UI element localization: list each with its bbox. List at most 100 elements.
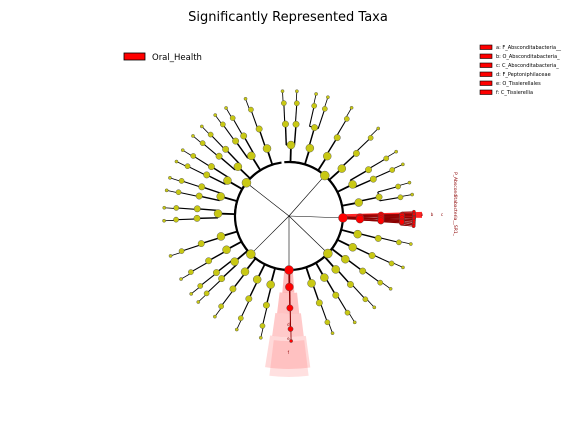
clade-legend-swatch: [479, 44, 493, 50]
clade-letter: d: [287, 322, 290, 327]
taxon-node: [287, 326, 294, 332]
taxon-node: [197, 283, 204, 289]
taxon-node: [394, 149, 398, 154]
taxon-node: [196, 300, 201, 304]
taxon-node: [237, 315, 244, 322]
taxon-node: [322, 106, 328, 112]
taxon-node: [241, 178, 252, 188]
taxon-node: [337, 164, 347, 173]
taxon-node: [324, 319, 331, 326]
taxon-node: [213, 113, 218, 117]
branch: [372, 169, 393, 180]
taxon-node: [344, 309, 351, 316]
taxon-node: [399, 218, 405, 225]
main-legend: Oral_Health: [123, 52, 202, 63]
branch: [215, 259, 234, 274]
branch: [261, 305, 268, 326]
clade-letter: f: [288, 350, 290, 355]
taxon-node: [216, 232, 226, 241]
taxon-node: [213, 314, 217, 319]
taxon-node: [372, 305, 377, 310]
taxon-node: [215, 152, 223, 160]
taxon-node: [164, 188, 169, 193]
taxon-node: [218, 303, 224, 310]
clade-legend-label: b: O_Absconditabacteria_: [496, 54, 560, 60]
taxon-node: [348, 180, 357, 189]
branch: [211, 165, 230, 179]
clade-legend: a: F_Absconditabacteria__ b: O_Abscondita…: [479, 44, 562, 96]
taxon-node: [213, 269, 220, 276]
taxon-node: [377, 217, 385, 225]
branch: [372, 254, 392, 264]
branch: [197, 217, 219, 220]
taxon-node: [218, 275, 225, 283]
taxon-node: [191, 134, 195, 138]
taxon-node: [175, 189, 182, 196]
taxon-node: [162, 205, 167, 210]
clade-legend-swatch: [479, 62, 493, 68]
branch: [218, 155, 236, 171]
clade-legend-label: f: C_Tissierellia: [496, 90, 533, 96]
taxon-node: [286, 140, 296, 150]
taxon-node: [320, 170, 330, 181]
taxon-node: [354, 198, 363, 207]
tree-nodes: [162, 89, 416, 343]
taxon-node: [365, 166, 372, 174]
taxon-node: [323, 248, 333, 259]
branch: [319, 302, 328, 323]
taxon-node: [184, 163, 191, 169]
taxon-node: [376, 126, 381, 131]
taxon-node: [411, 224, 416, 228]
taxon-node: [205, 257, 213, 265]
taxon-node: [282, 120, 289, 128]
branch: [246, 182, 290, 217]
clade-letter: c: [441, 212, 443, 217]
taxon-node: [407, 180, 412, 185]
branch: [243, 135, 255, 155]
branch: [284, 124, 287, 146]
branch: [201, 186, 222, 195]
taxon-node: [409, 242, 413, 246]
branch: [293, 124, 297, 146]
taxon-node: [353, 229, 362, 239]
taxon-node: [199, 140, 206, 146]
taxon-node: [173, 205, 180, 211]
highlight-band: [265, 335, 311, 369]
clade-legend-label: e: O_Tissierellales: [496, 81, 541, 87]
taxon-node: [263, 301, 270, 309]
taxon-node: [401, 162, 405, 167]
taxon-node: [369, 175, 377, 183]
branch: [220, 289, 235, 307]
branch: [380, 220, 402, 223]
taxon-node: [222, 145, 230, 153]
taxon-node: [188, 269, 194, 275]
taxon-node: [374, 235, 382, 242]
taxon-node: [295, 89, 299, 94]
taxon-node: [410, 192, 414, 197]
taxon-node: [311, 103, 317, 109]
branch: [335, 118, 348, 138]
taxon-node: [247, 151, 256, 161]
branch: [294, 103, 298, 125]
taxon-node: [338, 213, 348, 223]
branch: [290, 161, 344, 206]
taxon-node: [286, 304, 294, 312]
branch: [401, 224, 414, 227]
taxon-node: [259, 323, 266, 329]
taxon-node: [314, 92, 318, 96]
clade-legend-label: a: F_Absconditabacteria__: [496, 45, 562, 51]
taxon-node: [294, 100, 300, 107]
branch: [181, 244, 202, 252]
branch: [197, 208, 219, 212]
taxon-node: [200, 124, 204, 129]
branch: [187, 165, 207, 176]
taxon-node: [262, 144, 272, 153]
branch: [222, 124, 236, 142]
branch: [235, 140, 249, 159]
taxon-node: [195, 192, 203, 200]
taxon-node: [389, 167, 396, 173]
taxon-node: [266, 280, 275, 289]
branch: [350, 283, 366, 300]
taxon-node: [307, 279, 316, 288]
legend-label-oral-health: Oral_Health: [152, 53, 202, 63]
